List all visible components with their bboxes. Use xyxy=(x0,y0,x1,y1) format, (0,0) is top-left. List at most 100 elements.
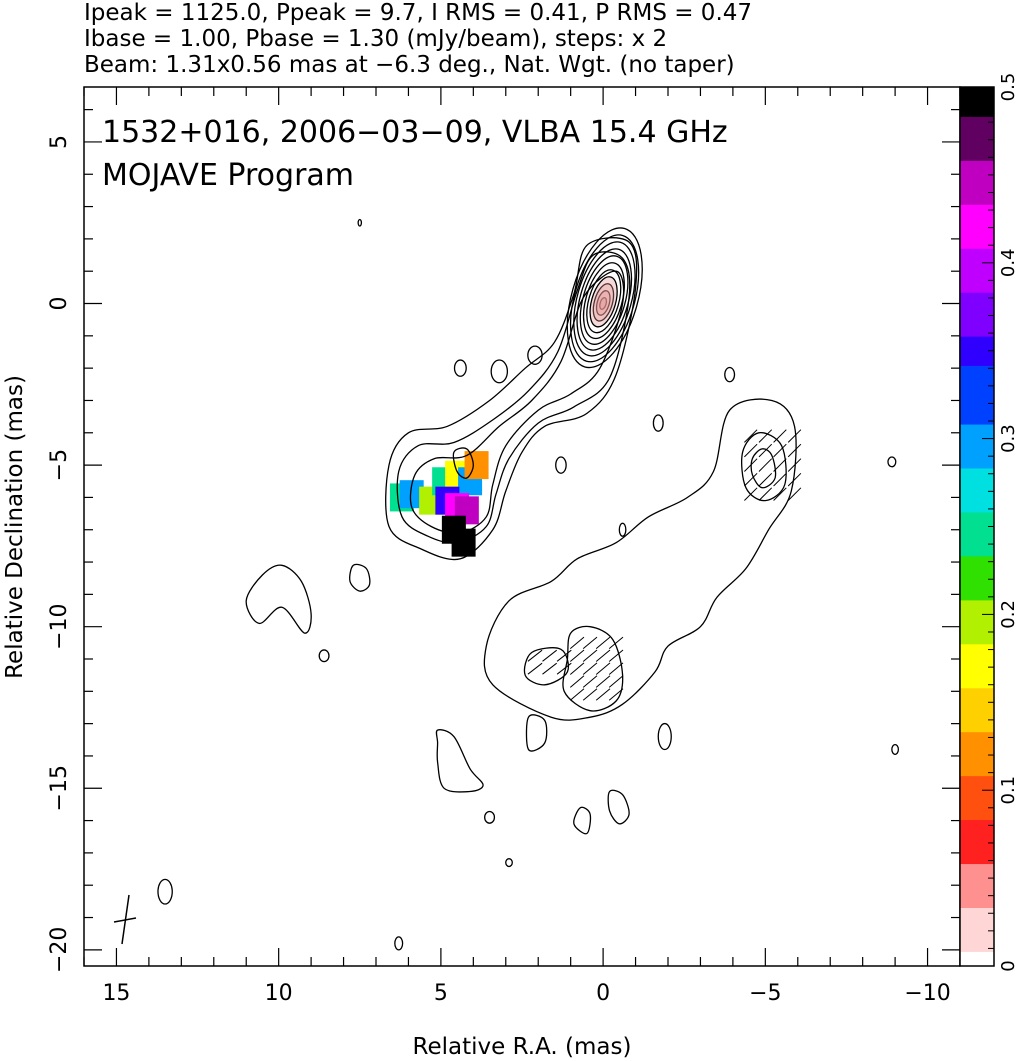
core-contour xyxy=(586,269,622,334)
jet-contour xyxy=(349,563,371,592)
colorbar-band xyxy=(960,87,994,103)
evpa-vector xyxy=(527,662,543,675)
x-tick-label: 0 xyxy=(596,981,610,1006)
colorbar-band xyxy=(960,892,994,908)
noise-contour xyxy=(724,366,736,383)
colorbar-band xyxy=(960,453,994,469)
jet-contour xyxy=(573,806,592,835)
noise-contour xyxy=(490,359,509,384)
colorbar-band xyxy=(960,233,994,249)
jet-contour xyxy=(245,564,312,634)
evpa-vector xyxy=(608,688,624,701)
colorbar-band xyxy=(960,218,994,235)
y-tick-label: 5 xyxy=(47,135,72,149)
evpa-vector xyxy=(744,472,758,487)
core-contour xyxy=(579,255,629,345)
evpa-vector xyxy=(608,636,624,649)
jet-contour xyxy=(523,647,570,686)
header-line-2: Ibase = 1.00, Pbase = 1.30 (mJy/beam), s… xyxy=(84,26,667,52)
core-contour xyxy=(566,227,643,369)
noise-contour xyxy=(357,218,363,227)
evpa-vector xyxy=(582,675,598,688)
colorbar-gradient xyxy=(960,87,994,967)
noise-contour xyxy=(505,858,513,868)
evpa-vector xyxy=(556,662,572,675)
core-contour xyxy=(595,290,611,316)
colorbar-band xyxy=(960,819,994,835)
colorbar-tick-label: 0.1 xyxy=(998,776,1019,805)
colorbar-band xyxy=(960,130,994,147)
colorbar-band xyxy=(960,174,994,191)
noise-contour xyxy=(887,456,897,468)
colorbar-tick-label: 0.2 xyxy=(998,600,1019,629)
noise-contour xyxy=(891,743,900,755)
evpa-vector xyxy=(595,688,611,701)
colorbar-band xyxy=(960,629,994,645)
noise-contour xyxy=(555,456,567,474)
evpa-vector xyxy=(569,649,585,662)
colorbar-band xyxy=(960,262,994,279)
noise-contour xyxy=(527,345,543,365)
colorbar-band xyxy=(960,438,994,454)
colorbar-band xyxy=(960,643,994,659)
colorbar-ticks: 0 0.1 0.2 0.3 0.4 0.5 xyxy=(982,73,1019,972)
colorbar-band xyxy=(960,467,994,484)
x-tick-label: −5 xyxy=(749,981,781,1006)
evpa-vector xyxy=(758,487,773,501)
noise-contour xyxy=(394,936,404,951)
colorbar-band xyxy=(960,775,994,791)
colorbar-band xyxy=(960,511,994,528)
colorbar: 0 0.1 0.2 0.3 0.4 0.5 xyxy=(959,73,1019,972)
evpa-vector xyxy=(582,649,598,662)
evpa-vector xyxy=(787,458,802,472)
colorbar-band xyxy=(960,687,994,703)
colorbar-band xyxy=(960,277,994,293)
colorbar-band xyxy=(960,248,994,264)
colorbar-band xyxy=(960,336,994,352)
colorbar-band xyxy=(960,160,994,176)
plot-area: 15 10 5 0 −5 −10 5 0 −5 −10 −15 −20 1532+016, 2006−… xyxy=(47,86,961,1006)
jet-contour xyxy=(741,432,787,502)
evpa-vector xyxy=(758,429,773,443)
colorbar-band xyxy=(960,321,994,337)
evpa-vector xyxy=(542,649,558,662)
colorbar-band xyxy=(960,482,994,498)
colorbar-band xyxy=(960,497,994,513)
map-title: 1532+016, 2006−03−09, VLBA 15.4 GHz xyxy=(102,115,728,150)
polarization-vectors xyxy=(527,429,802,701)
evpa-vector xyxy=(773,429,787,443)
colorbar-band xyxy=(960,848,994,865)
evpa-vector xyxy=(773,458,787,472)
colorbar-band xyxy=(960,365,994,381)
jet-contour xyxy=(607,789,630,825)
evpa-vector xyxy=(608,675,624,688)
colorbar-band xyxy=(960,804,994,821)
jet-contour xyxy=(562,625,624,712)
jet-contour xyxy=(435,729,484,793)
x-tick-label: 15 xyxy=(102,981,130,1006)
colorbar-band xyxy=(960,673,994,689)
noise-contour xyxy=(618,522,627,537)
evpa-vector xyxy=(744,443,758,458)
core-contour xyxy=(573,241,636,357)
evpa-vector xyxy=(595,636,611,649)
x-tick-label: 5 xyxy=(434,981,448,1006)
evpa-vector xyxy=(773,472,787,487)
y-tick-label: −10 xyxy=(47,603,72,649)
colorbar-band xyxy=(960,204,994,220)
evpa-vector xyxy=(744,429,758,443)
evpa-vector xyxy=(569,636,585,649)
y-tick-label: −20 xyxy=(47,927,72,973)
colorbar-band xyxy=(960,716,994,733)
colorbar-band xyxy=(960,878,994,894)
colorbar-band xyxy=(960,292,994,308)
jet-contour xyxy=(385,237,638,561)
noise-contour xyxy=(453,359,467,377)
colorbar-band xyxy=(960,922,994,938)
evpa-vector xyxy=(595,662,611,675)
colorbar-band xyxy=(960,951,994,967)
x-tick-label: 10 xyxy=(265,981,293,1006)
colorbar-band xyxy=(960,189,994,205)
colorbar-band xyxy=(960,760,994,777)
